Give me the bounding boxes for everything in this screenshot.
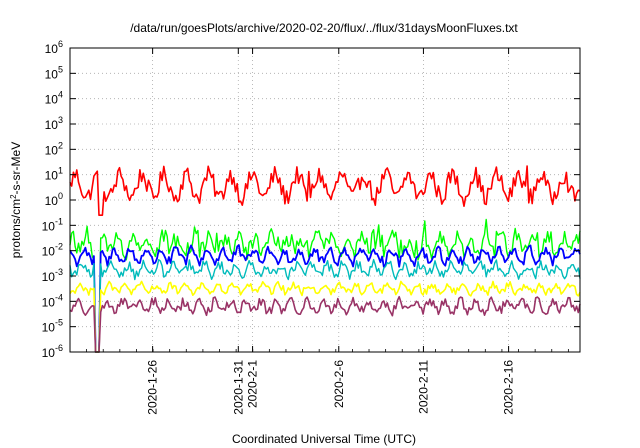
y-tick-exponent: -4 — [55, 292, 63, 302]
x-tick-label: 2020-1-31 — [231, 360, 245, 415]
y-tick-base: 10 — [45, 42, 59, 56]
y-tick-exponent: 6 — [58, 39, 63, 49]
y-tick-base: 10 — [42, 295, 56, 309]
x-tick-label: 2020-2-11 — [416, 360, 430, 414]
x-tick-label: 2020-1-26 — [146, 360, 160, 415]
y-axis-label-sup: 2 — [9, 194, 18, 199]
y-tick-exponent: -6 — [55, 343, 63, 353]
x-tick-labels: 2020-1-26 2020-1-31 2020-2-1 2020-2-6 2020-2… — [146, 360, 516, 415]
x-tick-label: 2020-2-16 — [502, 360, 516, 415]
y-tick-base: 10 — [42, 245, 56, 259]
y-tick-base: 10 — [45, 67, 59, 81]
y-tick-label: 10-4 — [42, 292, 63, 309]
y-tick-exponent: -2 — [55, 242, 63, 252]
chart-title: /data/run/goesPlots/archive/2020-02-20/f… — [130, 21, 518, 35]
x-axis-label: Coordinated Universal Time (UTC) — [232, 432, 416, 446]
y-tick-label: 10-1 — [42, 216, 63, 233]
tick-marks — [69, 47, 580, 353]
y-tick-exponent: 3 — [58, 115, 63, 125]
y-tick-base: 10 — [45, 93, 59, 107]
y-tick-labels: 10-610-510-410-310-210-11001011021031041… — [42, 39, 63, 360]
y-tick-base: 10 — [45, 143, 59, 157]
y-tick-base: 10 — [45, 118, 59, 132]
x-tick-label: 2020-2-1 — [246, 360, 260, 408]
y-tick-base: 10 — [45, 169, 59, 183]
y-tick-label: 10-5 — [42, 318, 63, 335]
y-tick-label: 10-3 — [42, 267, 63, 284]
y-tick-exponent: 2 — [58, 140, 63, 150]
y-tick-label: 103 — [45, 115, 63, 132]
y-tick-base: 10 — [42, 346, 56, 360]
y-axis-label-pre: protons/cm — [9, 199, 23, 258]
y-axis-label-post: -s-sr-MeV — [9, 142, 23, 195]
grid-lines — [70, 48, 580, 352]
y-tick-exponent: -3 — [55, 267, 63, 277]
series-lines — [69, 165, 581, 353]
y-tick-label: 102 — [45, 140, 63, 157]
series-line — [69, 258, 581, 353]
y-tick-exponent: 0 — [58, 191, 63, 201]
y-tick-label: 101 — [45, 166, 63, 183]
series-line — [69, 280, 581, 353]
x-tick-label: 2020-2-6 — [332, 360, 346, 408]
y-tick-label: 105 — [45, 64, 63, 81]
y-tick-exponent: -5 — [55, 318, 63, 328]
y-tick-exponent: -1 — [55, 216, 63, 226]
y-tick-label: 10-6 — [42, 343, 63, 360]
series-line — [69, 165, 581, 216]
y-tick-base: 10 — [42, 321, 56, 335]
y-tick-base: 10 — [42, 270, 56, 284]
y-tick-exponent: 4 — [58, 90, 63, 100]
y-axis-label: protons/cm2-s-sr-MeV — [9, 142, 24, 258]
y-tick-label: 106 — [45, 39, 63, 56]
y-tick-base: 10 — [45, 194, 59, 208]
y-tick-label: 100 — [45, 191, 63, 208]
y-tick-label: 10-2 — [42, 242, 63, 259]
series-line — [69, 244, 581, 353]
series-line — [69, 218, 581, 353]
y-tick-exponent: 5 — [58, 64, 63, 74]
y-tick-exponent: 1 — [58, 166, 63, 176]
series-line — [69, 295, 581, 353]
y-tick-label: 104 — [45, 90, 63, 107]
y-tick-base: 10 — [42, 219, 56, 233]
